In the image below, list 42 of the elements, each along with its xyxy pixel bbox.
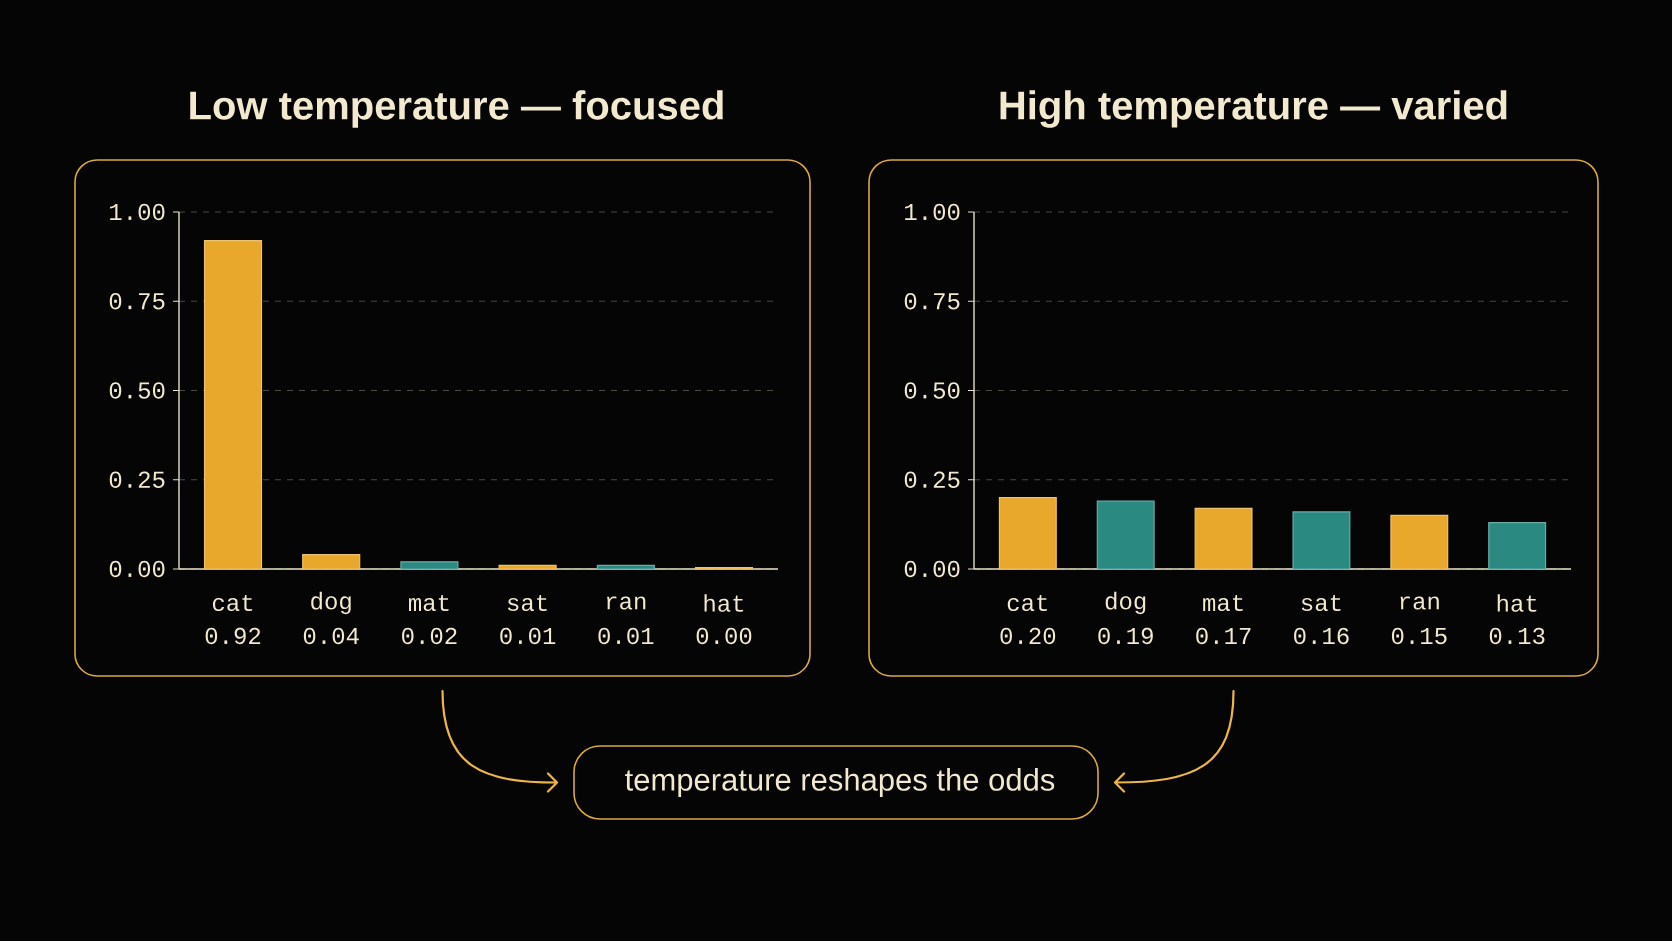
x-tick-label: mat	[1203, 594, 1243, 612]
bar	[498, 564, 557, 570]
y-tick-label: 0.25	[904, 471, 960, 488]
data-label: 0.17	[1196, 627, 1251, 645]
y-tick-label: 0.00	[109, 560, 165, 578]
y-tick-label: 1.00	[110, 203, 165, 221]
x-tick-label: mat	[408, 594, 449, 612]
data-label: 0.04	[303, 627, 359, 645]
x-tick-label: ran	[1400, 596, 1439, 610]
data-label: 0.02	[402, 627, 457, 645]
chart-title: High temperature — varied	[1000, 90, 1507, 128]
bar	[203, 239, 263, 570]
data-label: 0.00	[696, 627, 752, 645]
bar	[302, 554, 361, 570]
data-label: 0.13	[1489, 627, 1545, 645]
y-tick-label: 0.75	[904, 293, 960, 310]
x-tick-label: sat	[1301, 594, 1341, 612]
y-tick-label: 0.00	[904, 560, 960, 578]
chart-title: Low temperature — focused	[190, 90, 723, 128]
x-tick-label: hat	[704, 594, 744, 612]
y-tick-label: 0.50	[904, 382, 960, 399]
x-tick-label: cat	[212, 594, 253, 612]
y-tick-label: 1.00	[905, 203, 960, 221]
data-label: 0.01	[598, 627, 654, 645]
x-tick-label: dog	[1105, 591, 1146, 615]
text: temperature reshapes the odds	[625, 768, 1055, 797]
data-label: 0.20	[1000, 627, 1056, 645]
x-tick-label: hat	[1497, 594, 1537, 612]
data-label: 0.16	[1294, 627, 1349, 645]
y-tick-label: 0.25	[109, 471, 165, 488]
x-tick-label: dog	[311, 591, 351, 615]
y-tick-label: 0.50	[109, 382, 165, 399]
x-tick-label: cat	[1007, 594, 1047, 612]
x-tick-label: ran	[607, 596, 646, 610]
data-label: 0.15	[1391, 627, 1447, 645]
data-label: 0.01	[500, 627, 556, 645]
bar	[596, 564, 655, 570]
data-label: 0.19	[1098, 627, 1153, 645]
y-tick-label: 0.75	[109, 293, 165, 310]
x-tick-label: sat	[507, 594, 547, 612]
data-label: 0.92	[205, 627, 261, 645]
bar	[400, 561, 459, 570]
